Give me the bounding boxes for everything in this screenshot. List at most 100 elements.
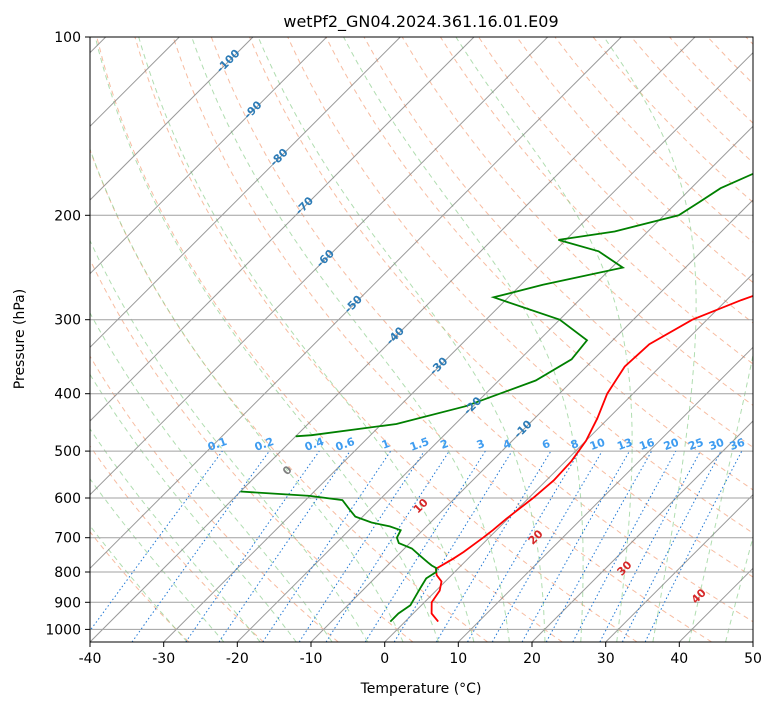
moist-adiabat	[257, 37, 546, 642]
dry-adiabat	[439, 37, 753, 365]
dry-adiabat	[745, 37, 753, 45]
moist-adiabat-label: 20	[526, 527, 546, 547]
mixing-ratio-line	[644, 450, 743, 642]
dewpoint-profile	[295, 172, 753, 438]
mixing-ratio-label: 4	[501, 437, 513, 452]
isotherm-label: -60	[314, 247, 337, 270]
isotherm-line	[90, 37, 622, 570]
moist-adiabat-label: 0	[280, 463, 295, 478]
moist-adiabat-label: 40	[689, 586, 709, 606]
mixing-ratio-label: 2	[439, 437, 451, 452]
plot-frame	[89, 36, 754, 643]
mixing-ratio-label: 6	[540, 437, 552, 452]
mixing-ratio-line	[298, 450, 425, 642]
y-tick-label: 700	[54, 531, 81, 547]
mixing-ratio-line	[545, 450, 653, 642]
mixing-ratio-line	[262, 450, 392, 642]
y-tick-label: 300	[54, 313, 81, 329]
dry-adiabat	[401, 37, 753, 406]
isotherm-line	[678, 567, 753, 642]
y-tick-label: 400	[54, 387, 81, 403]
mixing-ratio-line	[131, 450, 270, 642]
isotherm-line	[310, 199, 753, 642]
moist-adiabat	[343, 37, 584, 642]
x-axis-title: Temperature (°C)	[360, 681, 482, 697]
mixing-ratio-line	[599, 450, 701, 642]
dry-adiabat	[287, 37, 753, 534]
x-tick-label: -40	[79, 651, 102, 667]
dry-adiabat	[134, 37, 638, 642]
isotherm-line	[90, 37, 401, 349]
mixing-ratio-line	[572, 450, 677, 642]
mixing-ratio-label: 10	[588, 436, 607, 454]
temperature-profile	[430, 295, 753, 623]
isotherm-line	[90, 37, 696, 642]
moist-adiabat	[191, 37, 510, 642]
moist-adiabat	[94, 37, 439, 642]
x-tick-label: 40	[670, 651, 688, 667]
dry-adiabat	[210, 37, 753, 623]
mixing-ratio-line	[393, 450, 513, 642]
moist-adiabat	[90, 239, 369, 642]
y-tick-label: 1000	[45, 622, 81, 638]
dry-adiabat	[90, 258, 414, 642]
dry-adiabat	[90, 531, 190, 642]
mixing-ratio-label: 8	[569, 437, 581, 452]
mixing-ratio-label: 0.2	[253, 435, 276, 454]
isotherm-line	[90, 37, 254, 201]
moist-adiabat	[90, 525, 188, 642]
moist-adiabat-label: 30	[615, 558, 635, 578]
y-tick-label: 800	[54, 565, 81, 581]
mixing-ratio-label: 16	[637, 436, 656, 454]
moist-adiabat	[725, 535, 753, 642]
moist-adiabat	[90, 427, 261, 642]
y-tick-label: 600	[54, 491, 81, 507]
y-tick-label: 500	[54, 444, 81, 460]
y-axis-title: Pressure (hPa)	[12, 289, 28, 389]
y-tick-label: 200	[54, 208, 81, 224]
isotherm-line	[531, 420, 753, 642]
mixing-ratio-label: 1	[380, 437, 392, 452]
dry-adiabat	[90, 445, 264, 642]
moist-adiabat	[603, 37, 697, 642]
moist-adiabat	[688, 352, 753, 642]
isotherm-line	[163, 51, 753, 642]
dry-adiabat	[96, 37, 563, 642]
y-tick-label: 100	[54, 30, 81, 46]
mixing-ratio-line	[185, 450, 320, 642]
x-tick-label: -30	[152, 651, 175, 667]
dry-adiabat	[669, 37, 753, 124]
mixing-ratio-label: 20	[662, 436, 681, 454]
x-tick-label: 50	[744, 651, 762, 667]
mixing-ratio-label: 30	[707, 436, 726, 454]
dry-adiabat	[592, 37, 753, 203]
moist-adiabat	[138, 37, 475, 642]
isotherm-line	[605, 493, 753, 642]
mixing-ratio-label: 0.6	[334, 435, 357, 454]
x-tick-label: 10	[449, 651, 467, 667]
moist-adiabat-label: 10	[411, 496, 431, 516]
x-tick-label: 30	[597, 651, 615, 667]
moist-adiabat	[90, 311, 333, 642]
dewpoint-profile	[240, 490, 438, 623]
dry-adiabat	[249, 37, 753, 578]
isotherm-line	[90, 37, 328, 275]
mixing-ratio-line	[218, 450, 351, 642]
moist-adiabat	[90, 373, 297, 642]
isotherm-line	[457, 346, 753, 642]
dry-adiabat	[172, 37, 712, 642]
mixing-ratio-label: 3	[475, 437, 487, 452]
x-tick-label: -20	[226, 651, 249, 667]
mixing-ratio-label: 25	[686, 436, 705, 453]
x-tick-label: 0	[380, 651, 389, 667]
y-tick-label: 900	[54, 595, 81, 611]
dry-adiabat	[707, 37, 753, 85]
mixing-ratio-label: 13	[615, 436, 634, 453]
mixing-ratio-line	[521, 450, 630, 642]
dry-adiabat	[554, 37, 753, 243]
isotherm-line	[236, 125, 753, 642]
moist-adiabat	[90, 147, 404, 642]
mixing-ratio-line	[90, 450, 223, 632]
mixing-ratio-line	[467, 450, 580, 642]
